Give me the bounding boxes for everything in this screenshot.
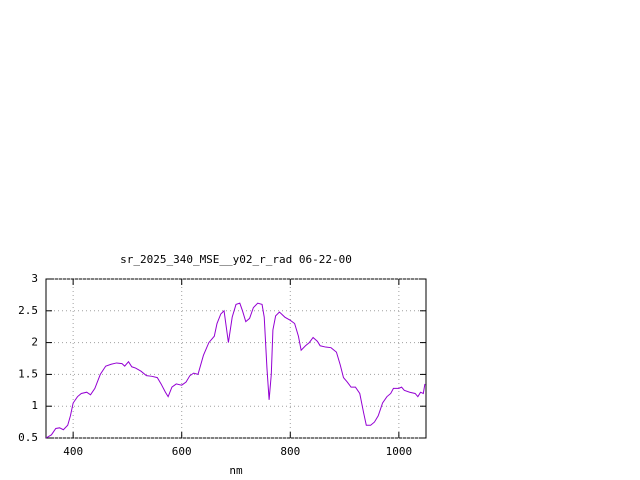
chart-title: sr_2025_340_MSE__y02_r_rad 06-22-00 — [120, 253, 352, 266]
data-line — [45, 302, 426, 439]
plot-frame — [45, 278, 427, 439]
y-tick-label: 2 — [31, 336, 38, 349]
y-tick-label: 2.5 — [18, 304, 38, 317]
y-tick-label: 0.5 — [18, 431, 38, 444]
x-tick-label: 400 — [63, 445, 83, 458]
y-tick-label: 1 — [31, 399, 38, 412]
y-tick-label: 3 — [31, 272, 38, 285]
x-tick-label: 800 — [280, 445, 300, 458]
x-tick-label: 1000 — [386, 445, 413, 458]
y-tick-label: 1.5 — [18, 367, 38, 380]
x-tick-label: 600 — [172, 445, 192, 458]
x-axis-label: nm — [229, 464, 243, 477]
